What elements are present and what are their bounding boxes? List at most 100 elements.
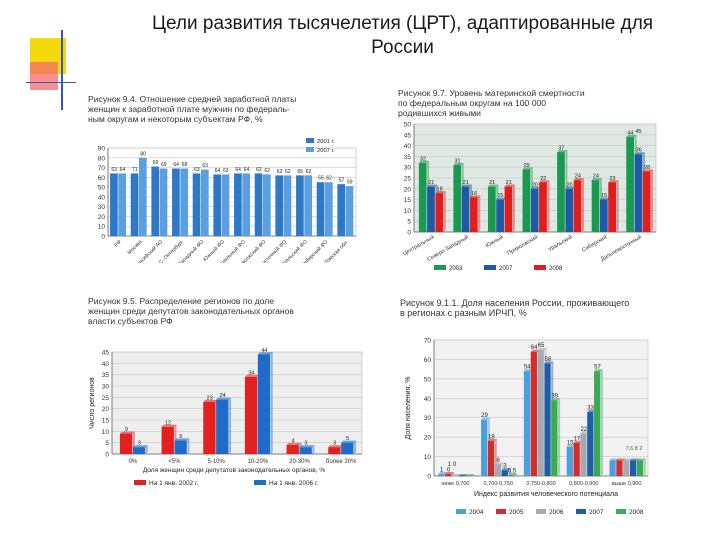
bar-top-face (551, 398, 561, 401)
bar-top-face (286, 442, 302, 445)
bar (451, 476, 459, 477)
bar-top-face (573, 440, 583, 443)
bar (501, 470, 508, 476)
chart-panel-maternal-mortality: Рисунок 9.7. Уровень материнской смертно… (394, 86, 662, 276)
bar-top-face (341, 440, 357, 443)
data-label: 15 (567, 440, 574, 446)
bar-top-face (537, 347, 547, 350)
data-label: 63 (111, 167, 117, 173)
y-tick-label: 0 (101, 234, 105, 241)
data-label: 9 (125, 427, 128, 433)
x-axis-title: Индекс развития человеческого потенциала (474, 491, 618, 498)
bar-top-face (573, 178, 585, 181)
chart1-title: Рисунок 9.4. Отношение средней заработно… (88, 94, 296, 124)
bar (275, 175, 284, 236)
bar (418, 162, 427, 232)
chart4-title-line: Рисунок 9.1.1. Доля населения России, пр… (400, 298, 630, 308)
bar-top-face (161, 424, 177, 427)
y-tick-label: 10 (404, 208, 412, 215)
x-tick-label: Уральский (547, 234, 574, 253)
data-label: 69 (161, 162, 167, 168)
legend-swatch (434, 265, 446, 270)
bar-top-face (119, 431, 135, 434)
x-tick-label: Москва (127, 239, 144, 256)
data-label: 63 (202, 163, 208, 169)
bar-top-face (435, 191, 446, 194)
legend-label: 2008 (549, 266, 563, 272)
data-label: 29 (524, 163, 530, 169)
bar (213, 174, 222, 236)
data-label: 69 (153, 160, 159, 166)
data-label: 29 (481, 413, 488, 419)
data-label: 45 (635, 129, 641, 135)
bar-top-face (458, 474, 468, 476)
chart3-title: Рисунок 9.5. Распределение регионов по д… (88, 296, 294, 326)
bar (599, 199, 608, 232)
legend-swatch (306, 147, 314, 152)
bar-top-face (608, 180, 619, 183)
data-label: 62 (285, 169, 291, 175)
bar-top-face (470, 195, 481, 198)
y-tick-label: 80 (98, 155, 106, 162)
bar-top-face (599, 197, 611, 200)
chart2-title-line: по федеральным округам на 100 000 (398, 98, 547, 108)
data-label: 80 (140, 151, 146, 157)
data-label: 44 (627, 130, 633, 136)
data-label: 64 (531, 345, 538, 351)
legend-label: 2007 г. (317, 148, 335, 154)
data-label: 6 (179, 434, 182, 440)
data-label: 21 (506, 180, 512, 186)
chart1-title-line: женщин к заработной плате мужчин по феде… (88, 104, 290, 114)
x-tick-label: более 30% (326, 459, 357, 465)
data-label: 71 (132, 167, 138, 173)
legend-swatch (496, 509, 506, 514)
bar (573, 442, 580, 476)
data-label: 34 (248, 370, 254, 376)
bar-top-face (174, 438, 190, 441)
bar (530, 351, 537, 476)
data-label: 17 (574, 436, 581, 442)
data-label: 5 (346, 436, 349, 442)
plot-area (107, 147, 357, 237)
bar (180, 168, 188, 236)
bar-top-face (522, 167, 533, 170)
bar (481, 419, 488, 476)
chart2-title-line: родившихся живыми (398, 108, 481, 118)
bar-side-face (643, 458, 646, 476)
bar-top-face (544, 361, 554, 364)
data-label: 0,5 (508, 469, 517, 475)
bar (221, 174, 230, 236)
data-label: 23 (207, 395, 213, 401)
blue-horizontal-line (26, 82, 76, 83)
data-label: 54 (524, 365, 531, 371)
y-tick-label: 0 (427, 474, 431, 481)
y-tick-label: 60 (98, 175, 106, 182)
bar-top-face (465, 474, 475, 476)
bar-top-face (539, 180, 550, 183)
legend-swatch (534, 265, 546, 270)
bar (159, 168, 168, 236)
bar-top-face (438, 472, 448, 475)
data-label: 15 (497, 193, 503, 199)
bar-top-face (530, 186, 542, 189)
bar (470, 197, 478, 232)
red-square (30, 62, 58, 90)
data-label: 68 (182, 162, 188, 168)
bar-top-face (609, 458, 619, 461)
legend-label: 2007 (589, 509, 604, 516)
y-tick-label: 25 (102, 395, 110, 402)
bar-top-face (565, 186, 576, 189)
bar (286, 444, 299, 454)
bar-side-face (187, 438, 190, 454)
bar (263, 174, 271, 236)
bar-top-face (501, 468, 511, 471)
data-label: 62 (264, 168, 270, 174)
y-tick-label: 30 (98, 204, 106, 211)
x-tick-label: Сибирский (581, 234, 608, 254)
legend-swatch (616, 509, 626, 514)
data-label: 64 (235, 167, 241, 173)
bar (316, 182, 325, 236)
bar-top-face (587, 409, 597, 412)
y-tick-label: 20 (102, 406, 110, 413)
bar (345, 186, 354, 236)
